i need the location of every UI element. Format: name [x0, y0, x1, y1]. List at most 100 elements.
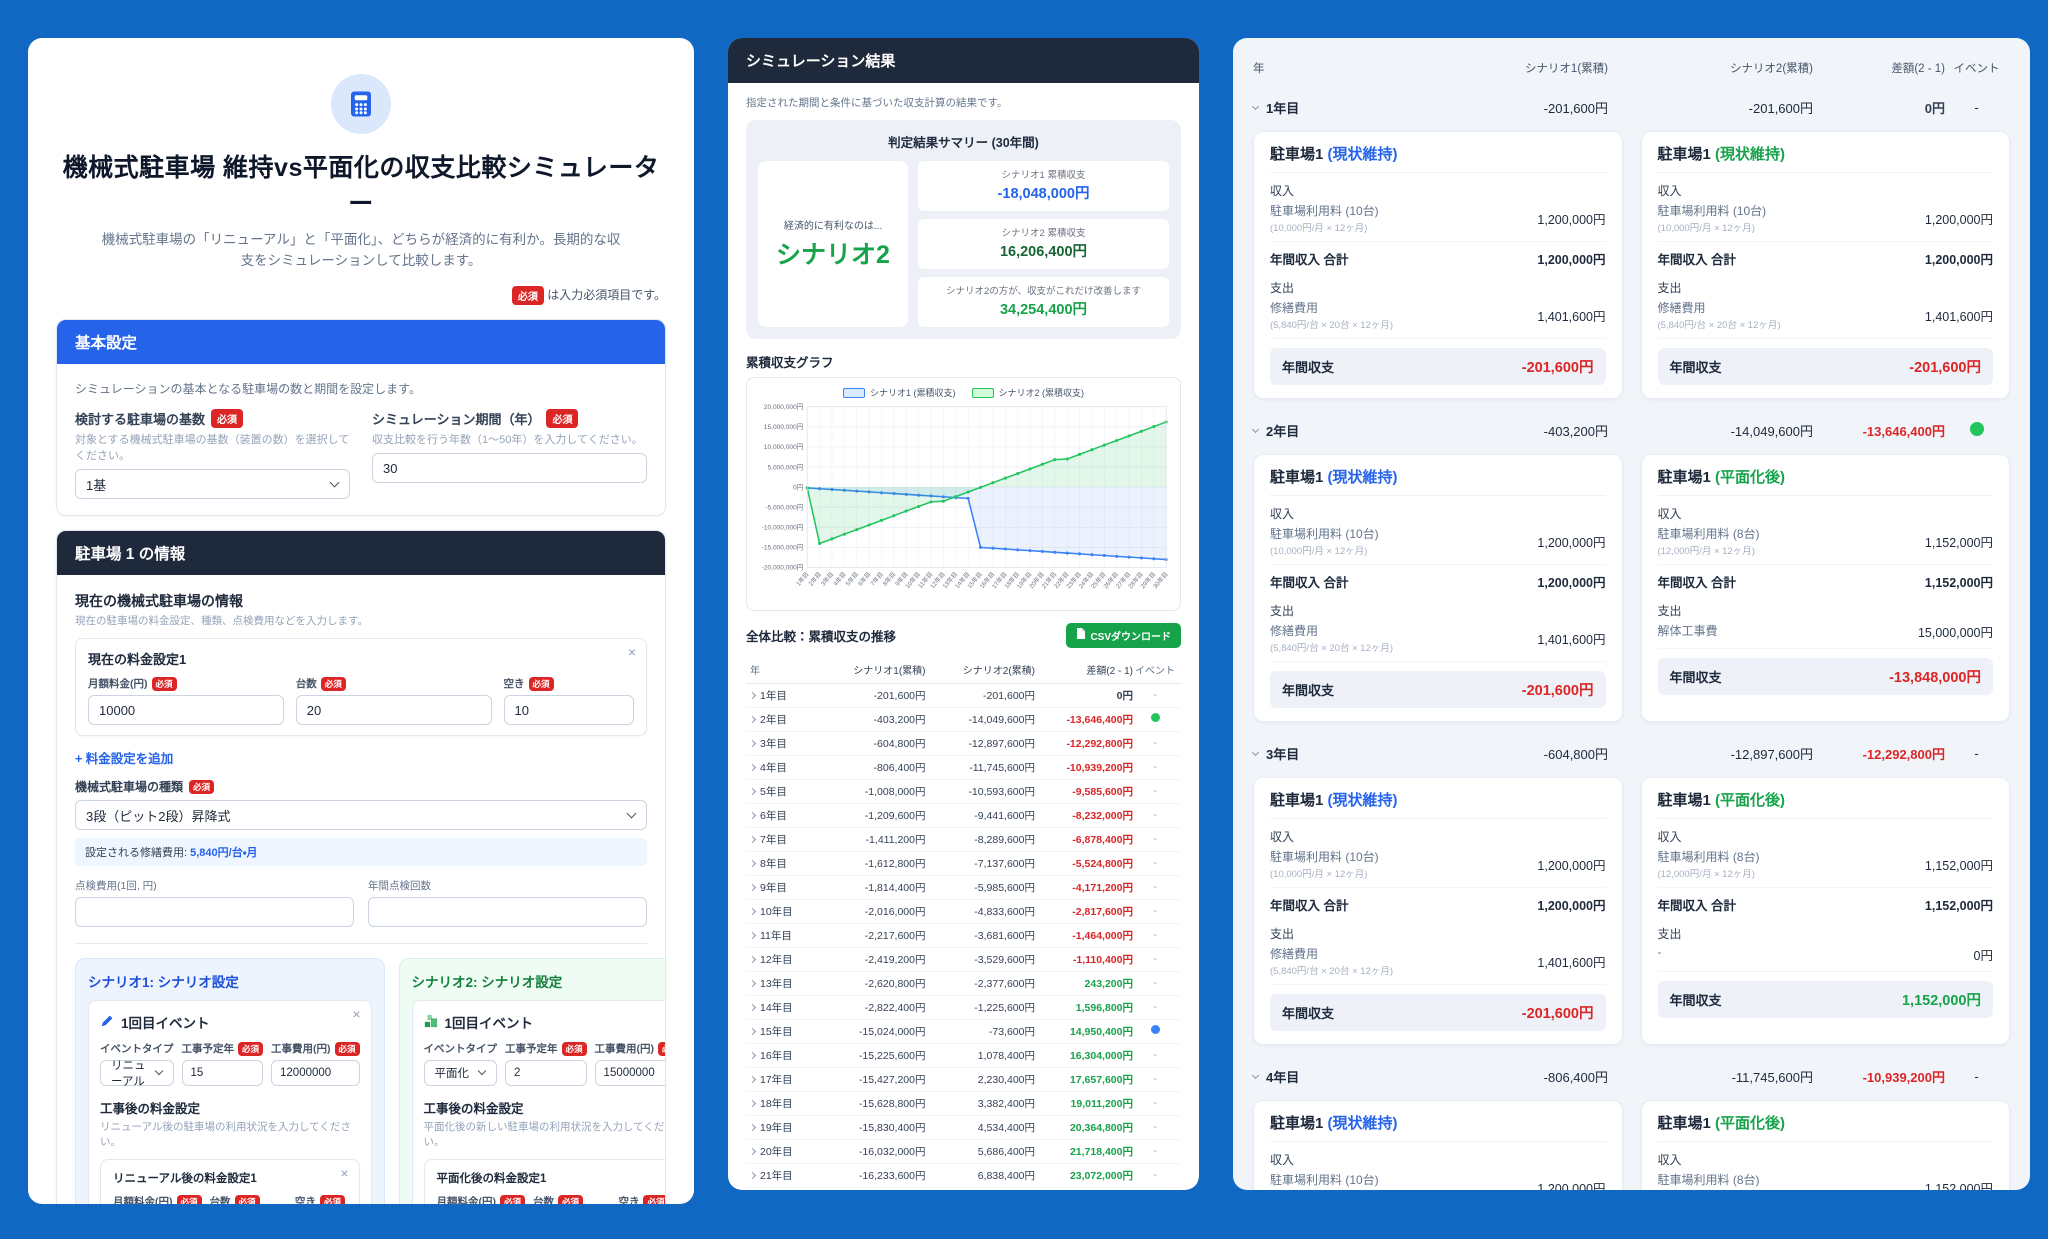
- table-row[interactable]: 19年目 -15,830,400円 4,534,400円 20,364,800円 -: [746, 1116, 1181, 1140]
- summary-box: 判定結果サマリー (30年間) 経済的に有利なのは... シナリオ2 シナリオ1…: [746, 120, 1181, 339]
- expense-item: 修繕費用 (5,840円/台 × 20台 × 12ヶ月) 1,401,600円: [1270, 622, 1606, 662]
- table-row[interactable]: 15年目 -15,024,000円 -73,600円 14,950,400円: [746, 1020, 1181, 1044]
- expense-header: 支出: [1657, 927, 1682, 941]
- table-row[interactable]: 14年目 -2,822,400円 -1,225,600円 1,596,800円 -: [746, 996, 1181, 1020]
- income-header: 収入: [1270, 830, 1295, 844]
- table-row[interactable]: 5年目 -1,008,000円 -10,593,600円 -9,585,600円 -: [746, 780, 1181, 804]
- units-select[interactable]: 1基: [75, 469, 350, 500]
- table-row[interactable]: 6年目 -1,209,600円 -9,441,600円 -8,232,000円 -: [746, 804, 1181, 828]
- svg-text:-15,000,000円: -15,000,000円: [762, 544, 804, 552]
- card-title: 駐車場1 (現状維持): [1270, 1112, 1606, 1142]
- svg-text:1年目: 1年目: [794, 570, 810, 587]
- income-item: 駐車場利用料 (10台)(10,000円/月 × 12ヶ月) 1,200,000…: [1270, 848, 1606, 888]
- year-detail-card: 駐車場1 (平面化後) 収入 駐車場利用料 (8台)(12,000円/月 × 1…: [1640, 454, 2010, 722]
- event-type-select[interactable]: リニューアル: [100, 1060, 174, 1088]
- chevron-right-icon: [748, 955, 757, 964]
- annual-balance: 年間収支 -201,600円: [1657, 348, 1993, 385]
- income-total: 年間収入 合計 1,200,000円: [1270, 899, 1606, 913]
- table-row[interactable]: 9年目 -1,814,400円 -5,985,600円 -4,171,200円 -: [746, 876, 1181, 900]
- add-fee-link[interactable]: + 料金設定を追加: [75, 752, 174, 767]
- event-dot: [1150, 713, 1160, 723]
- winner-card: 経済的に有利なのは... シナリオ2: [758, 161, 908, 327]
- inspection-cost-input[interactable]: [75, 897, 354, 928]
- chevron-down-icon: [1251, 1071, 1260, 1080]
- pencil-icon: [100, 1014, 114, 1031]
- card-title: 駐車場1 (現状維持): [1270, 143, 1606, 173]
- table-row[interactable]: 11年目 -2,217,600円 -3,681,600円 -1,464,000円 -: [746, 924, 1181, 948]
- card-title: 駐車場1 (現状維持): [1657, 143, 1993, 173]
- parking-type-select[interactable]: 3段（ピット2段）昇降式: [75, 800, 647, 831]
- chevron-down-icon: [1251, 425, 1260, 434]
- table-row[interactable]: 20年目 -16,032,000円 5,686,400円 21,718,400円 -: [746, 1140, 1181, 1164]
- basic-settings-section: 基本設定 シミュレーションの基本となる駐車場の数と期間を設定します。 検討する駐…: [56, 319, 666, 517]
- winner-name: シナリオ2: [776, 241, 890, 269]
- close-icon[interactable]: ×: [664, 1166, 665, 1180]
- table-row[interactable]: 7年目 -1,411,200円 -8,289,600円 -6,878,400円 -: [746, 828, 1181, 852]
- table-row[interactable]: 18年目 -15,628,800円 3,382,400円 19,011,200円 -: [746, 1092, 1181, 1116]
- table-row[interactable]: 17年目 -15,427,200円 2,230,400円 17,657,600円 -: [746, 1068, 1181, 1092]
- card-title: 駐車場1 (現状維持): [1270, 789, 1606, 819]
- expense-item: - 0円: [1657, 945, 1993, 972]
- table-row[interactable]: 8年目 -1,612,800円 -7,137,600円 -5,524,800円 -: [746, 852, 1181, 876]
- expense-header: 支出: [1270, 927, 1295, 941]
- event-cost-input[interactable]: [594, 1060, 665, 1087]
- year-row[interactable]: 2年目 -403,200円 -14,049,600円 -13,646,400円: [1251, 411, 2010, 450]
- table-row[interactable]: 13年目 -2,620,800円 -2,377,600円 243,200円 -: [746, 972, 1181, 996]
- year-row[interactable]: 3年目 -604,800円 -12,897,600円 -12,292,800円 -: [1251, 734, 2010, 773]
- period-input[interactable]: [372, 453, 647, 484]
- close-icon[interactable]: ×: [352, 1006, 361, 1023]
- chevron-right-icon: [748, 691, 757, 700]
- table-row[interactable]: 1年目 -201,600円 -201,600円 0円 -: [746, 684, 1181, 708]
- table-row[interactable]: 16年目 -15,225,600円 1,078,400円 16,304,000円 -: [746, 1044, 1181, 1068]
- event-cost-input[interactable]: [271, 1060, 360, 1087]
- inspection-count-input[interactable]: [368, 897, 647, 928]
- vacancy-input[interactable]: [503, 695, 634, 726]
- event-dot: [1150, 1025, 1160, 1035]
- close-icon[interactable]: ×: [627, 644, 636, 661]
- chevron-right-icon: [748, 1099, 757, 1108]
- capacity-input[interactable]: [295, 695, 492, 726]
- table-row[interactable]: 21年目 -16,233,600円 6,838,400円 23,072,000円 -: [746, 1164, 1181, 1188]
- table-row[interactable]: 10年目 -2,016,000円 -4,833,600円 -2,817,600円 -: [746, 900, 1181, 924]
- expense-item: 修繕費用 (5,840円/台 × 20台 × 12ヶ月) 1,401,600円: [1657, 299, 1993, 339]
- monthly-fee-input[interactable]: [88, 695, 284, 726]
- parking-type-label: 機械式駐車場の種類 必須: [75, 778, 647, 795]
- required-badge: 必須: [511, 286, 544, 306]
- table-row[interactable]: 12年目 -2,419,200円 -3,529,600円 -1,110,400円 -: [746, 948, 1181, 972]
- svg-text:5年目: 5年目: [844, 570, 860, 587]
- table-row[interactable]: 4年目 -806,400円 -11,745,600円 -10,939,200円 -: [746, 756, 1181, 780]
- flatten-icon: [424, 1014, 438, 1031]
- year-row[interactable]: 1年目 -201,600円 -201,600円 0円 -: [1251, 88, 2010, 127]
- chevron-right-icon: [748, 1147, 757, 1156]
- basic-settings-header: 基本設定: [57, 320, 665, 365]
- summary-stat: シナリオ2 累積収支 16,206,400円: [918, 219, 1169, 269]
- year-row[interactable]: 4年目 -806,400円 -11,745,600円 -10,939,200円 -: [1251, 1057, 2010, 1096]
- chevron-right-icon: [748, 1075, 757, 1084]
- expense-header: 支出: [1657, 281, 1682, 295]
- close-icon[interactable]: ×: [340, 1165, 349, 1182]
- line-chart: -20,000,000円 -15,000,000円 -10,000,000円 -5,0…: [762, 403, 1170, 590]
- event-type-select[interactable]: 平面化: [423, 1060, 498, 1087]
- csv-download-button[interactable]: CSVダウンロード: [1066, 622, 1181, 648]
- card-title: 駐車場1 (平面化後): [1657, 789, 1993, 819]
- income-item: 駐車場利用料 (8台)(12,000円/月 × 12ヶ月) 1,152,000円: [1658, 1171, 1994, 1190]
- event-year-input[interactable]: [181, 1060, 264, 1087]
- svg-text:6年目: 6年目: [856, 570, 872, 587]
- svg-text:2年目: 2年目: [807, 570, 823, 587]
- annual-balance: 年間収支 -201,600円: [1270, 671, 1606, 708]
- event-year-input[interactable]: [505, 1060, 587, 1087]
- table-row[interactable]: 3年目 -604,800円 -12,897,600円 -12,292,800円 -: [746, 732, 1181, 756]
- table-row[interactable]: 22年目 -16,435,200円6,990,400円 23,425,600円-: [746, 1188, 1181, 1190]
- card-title: 駐車場1 (現状維持): [1270, 466, 1606, 496]
- svg-text:10,000,000円: 10,000,000円: [764, 443, 804, 451]
- year-detail-card: 駐車場1 (現状維持) 収入 駐車場利用料 (10台)(10,000円/月 × …: [1640, 131, 2010, 399]
- legend-swatch-scenario1: [842, 387, 865, 398]
- table-row[interactable]: 2年目 -403,200円 -14,049,600円 -13,646,400円: [746, 708, 1181, 732]
- chevron-right-icon: [748, 979, 757, 988]
- income-item: 駐車場利用料 (10台)(10,000円/月 × 12ヶ月) 1,200,000…: [1270, 525, 1606, 565]
- summary-stat: シナリオ2の方が、収支がこれだけ改善します 34,254,400円: [918, 277, 1169, 327]
- chevron-down-icon: [626, 808, 637, 819]
- svg-text:5,000,000円: 5,000,000円: [767, 463, 803, 471]
